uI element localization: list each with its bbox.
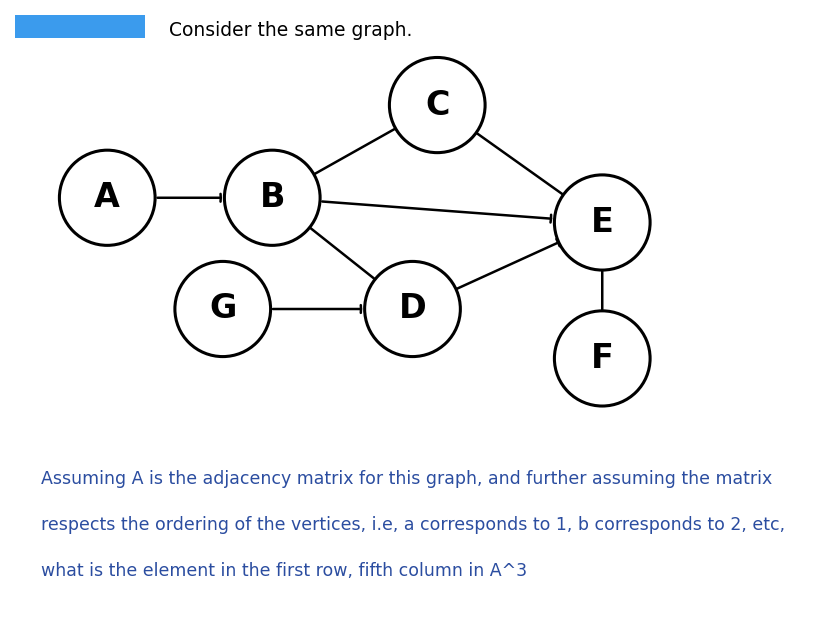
Text: C: C [425, 88, 450, 122]
Text: F: F [591, 342, 614, 375]
Text: D: D [398, 292, 427, 326]
Ellipse shape [389, 57, 485, 153]
Text: B: B [260, 181, 285, 214]
FancyBboxPatch shape [15, 15, 145, 38]
Ellipse shape [554, 311, 650, 406]
Ellipse shape [224, 150, 320, 245]
Text: Assuming A is the adjacency matrix for this graph, and further assuming the matr: Assuming A is the adjacency matrix for t… [41, 470, 772, 488]
Text: respects the ordering of the vertices, i.e, a corresponds to 1, b corresponds to: respects the ordering of the vertices, i… [41, 516, 785, 534]
Ellipse shape [175, 261, 271, 357]
Text: E: E [591, 206, 614, 239]
Text: A: A [94, 181, 120, 214]
Text: G: G [209, 292, 237, 326]
Ellipse shape [365, 261, 460, 357]
Text: what is the element in the first row, fifth column in A^3: what is the element in the first row, fi… [41, 562, 527, 580]
Ellipse shape [554, 175, 650, 270]
Ellipse shape [59, 150, 155, 245]
Text: Consider the same graph.: Consider the same graph. [169, 21, 412, 40]
